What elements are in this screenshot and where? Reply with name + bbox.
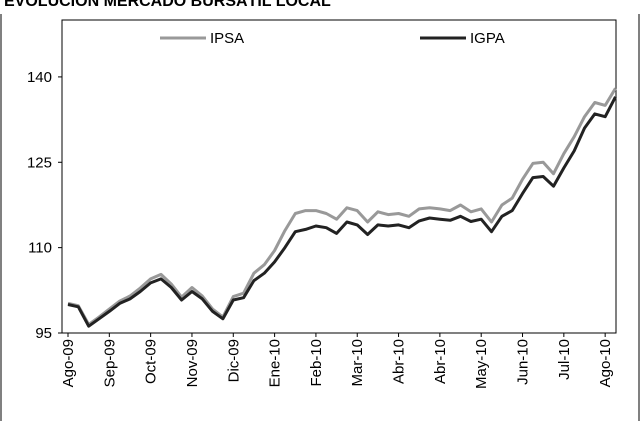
x-tick-label: Mar-10	[349, 339, 366, 387]
x-tick-label: Jul-10	[556, 339, 573, 380]
x-tick-label: Jun-10	[515, 339, 532, 385]
x-tick-label: Ago-10	[597, 339, 614, 387]
x-tick-label: Feb-10	[308, 339, 325, 387]
y-tick-label: 140	[27, 69, 52, 86]
legend-label: IGPA	[470, 30, 505, 47]
x-tick-label: Nov-09	[184, 339, 201, 387]
x-tick-label: Ago-09	[60, 339, 77, 387]
chart-title: EVOLUCIÓN MERCADO BURSÁTIL LOCAL	[4, 0, 331, 10]
y-tick-label: 95	[35, 325, 52, 342]
line-series	[67, 96, 617, 328]
x-tick-label: Oct-09	[143, 339, 160, 384]
line-series	[67, 87, 617, 326]
y-tick-label: 125	[27, 154, 52, 171]
legend-label: IPSA	[210, 30, 244, 47]
x-tick-label: Abr-10	[432, 339, 449, 384]
plot-area	[61, 19, 617, 334]
x-tick-label: Ene-10	[267, 339, 284, 387]
x-tick-label: Dic-09	[225, 339, 242, 382]
y-tick-label: 110	[28, 240, 52, 257]
x-tick-label: Sep-09	[101, 339, 118, 387]
x-tick-label: May-10	[473, 339, 490, 389]
x-tick-label: Abr-10	[391, 339, 408, 384]
